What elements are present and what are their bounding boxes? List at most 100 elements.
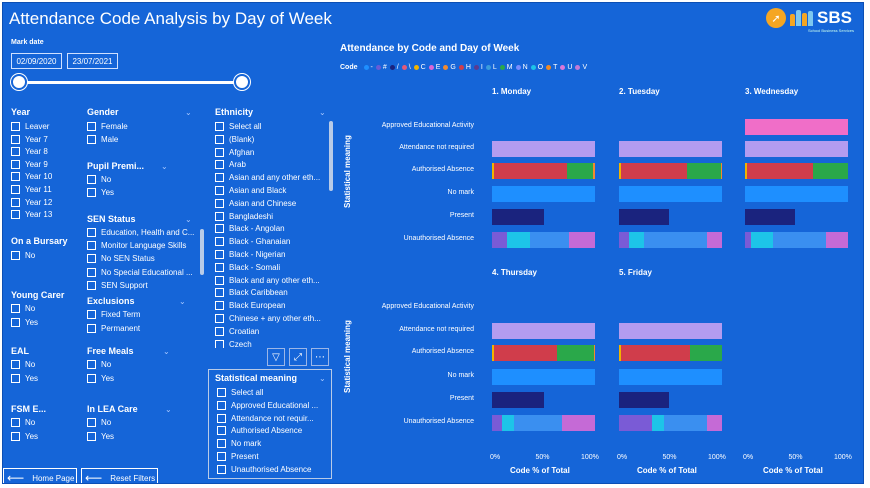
checkbox[interactable] bbox=[11, 360, 20, 369]
chevron-down-icon[interactable]: ⌄ bbox=[161, 162, 168, 171]
year-option[interactable]: Leaver bbox=[11, 122, 49, 131]
ethnicity-option[interactable]: Asian and Black bbox=[215, 186, 327, 195]
statistical-meaning-option[interactable]: Approved Educational ... bbox=[217, 400, 327, 410]
checkbox[interactable] bbox=[215, 147, 224, 157]
chevron-down-icon[interactable]: ⌄ bbox=[165, 405, 172, 414]
legend-entry[interactable]: L bbox=[485, 64, 497, 71]
legend-entry[interactable]: # bbox=[375, 64, 387, 71]
checkbox[interactable] bbox=[217, 388, 226, 397]
checkbox[interactable] bbox=[11, 122, 20, 131]
statistical-meaning-option[interactable]: No mark bbox=[217, 439, 327, 449]
chevron-down-icon[interactable]: ⌄ bbox=[185, 215, 192, 224]
ethnicity-option[interactable]: Select all bbox=[215, 122, 327, 131]
checkbox[interactable] bbox=[217, 400, 226, 410]
chevron-down-icon[interactable]: ⌄ bbox=[185, 108, 192, 117]
ethnicity-option[interactable]: Black Caribbean bbox=[215, 288, 327, 298]
checkbox[interactable] bbox=[215, 326, 224, 336]
ethnicity-option[interactable]: Arab bbox=[215, 160, 327, 170]
checkbox[interactable] bbox=[11, 185, 20, 194]
checkbox[interactable] bbox=[87, 228, 96, 237]
checkbox[interactable] bbox=[215, 275, 224, 285]
checkbox[interactable] bbox=[11, 304, 20, 313]
checkbox[interactable] bbox=[87, 175, 96, 184]
checkbox[interactable] bbox=[87, 418, 96, 427]
year-option[interactable]: Year 13 bbox=[11, 210, 52, 220]
checkbox[interactable] bbox=[11, 251, 20, 260]
checkbox[interactable] bbox=[215, 314, 224, 323]
legend-entry[interactable]: C bbox=[413, 64, 426, 71]
checkbox[interactable] bbox=[87, 431, 96, 441]
legend-entry[interactable]: E bbox=[428, 64, 440, 71]
statistical-meaning-option[interactable]: Authorised Absence bbox=[217, 426, 327, 436]
ethnicity-option[interactable]: Black and any other eth... bbox=[215, 275, 327, 285]
eal-option[interactable]: No bbox=[11, 360, 35, 369]
home-page-button[interactable]: ⟵ Home Page bbox=[3, 468, 77, 483]
legend-entry[interactable]: O bbox=[530, 64, 543, 71]
checkbox[interactable] bbox=[87, 267, 96, 277]
checkbox[interactable] bbox=[215, 339, 224, 348]
legend-entry[interactable]: M bbox=[499, 64, 513, 71]
checkbox[interactable] bbox=[215, 262, 224, 272]
gender-option[interactable]: Male bbox=[87, 135, 118, 144]
ethnicity-scrollbar[interactable] bbox=[329, 121, 333, 191]
pupil-premium-option[interactable]: No bbox=[87, 175, 111, 184]
checkbox[interactable] bbox=[87, 135, 96, 144]
focus-mode-icon[interactable]: ⤢ bbox=[289, 348, 307, 366]
checkbox[interactable] bbox=[87, 122, 96, 131]
ethnicity-option[interactable]: Asian and any other eth... bbox=[215, 173, 327, 183]
chevron-down-icon[interactable]: ⌄ bbox=[319, 108, 326, 117]
ethnicity-option[interactable]: Black - Ghanaian bbox=[215, 237, 327, 247]
ethnicity-option[interactable]: Black - Nigerian bbox=[215, 250, 327, 259]
young-carer-option[interactable]: Yes bbox=[11, 317, 38, 327]
date-slider-end-handle[interactable] bbox=[234, 74, 250, 90]
free-meals-option[interactable]: No bbox=[87, 360, 111, 369]
checkbox[interactable] bbox=[11, 147, 20, 157]
checkbox[interactable] bbox=[87, 241, 96, 251]
checkbox[interactable] bbox=[215, 186, 224, 195]
fsm-option[interactable]: No bbox=[11, 418, 35, 427]
reset-filters-button[interactable]: ⟵ Reset Filters bbox=[81, 468, 158, 483]
pupil-premium-option[interactable]: Yes bbox=[87, 188, 114, 197]
lea-care-option[interactable]: No bbox=[87, 418, 111, 427]
sen-option[interactable]: No Special Educational ... bbox=[87, 267, 199, 277]
ethnicity-option[interactable]: Bangladeshi bbox=[215, 211, 327, 221]
ethnicity-option[interactable]: Chinese + any other eth... bbox=[215, 314, 327, 323]
sen-option[interactable]: Education, Health and C... bbox=[87, 228, 199, 237]
checkbox[interactable] bbox=[11, 418, 20, 427]
free-meals-option[interactable]: Yes bbox=[87, 373, 114, 383]
sen-option[interactable]: Monitor Language Skills bbox=[87, 241, 199, 251]
statistical-meaning-option[interactable]: Present bbox=[217, 452, 327, 461]
sen-option[interactable]: No SEN Status bbox=[87, 254, 199, 264]
eal-option[interactable]: Yes bbox=[11, 373, 38, 383]
ethnicity-option[interactable]: Afghan bbox=[215, 147, 327, 157]
ethnicity-option[interactable]: (Blank) bbox=[215, 134, 327, 144]
legend-entry[interactable]: N bbox=[515, 64, 528, 71]
exclusions-option[interactable]: Permanent bbox=[87, 323, 140, 333]
ethnicity-option[interactable]: Black European bbox=[215, 301, 327, 311]
checkbox[interactable] bbox=[215, 122, 224, 131]
ethnicity-option[interactable]: Croatian bbox=[215, 326, 327, 336]
sen-scrollbar[interactable] bbox=[200, 229, 204, 275]
legend-entry[interactable]: - bbox=[363, 64, 373, 71]
checkbox[interactable] bbox=[11, 210, 20, 220]
statistical-meaning-option[interactable]: Select all bbox=[217, 388, 327, 397]
ethnicity-option[interactable]: Black - Angolan bbox=[215, 224, 327, 234]
checkbox[interactable] bbox=[87, 254, 96, 264]
checkbox[interactable] bbox=[217, 452, 226, 461]
ethnicity-option[interactable]: Black - Somali bbox=[215, 262, 327, 272]
checkbox[interactable] bbox=[215, 134, 224, 144]
fsm-option[interactable]: Yes bbox=[11, 431, 38, 441]
chevron-down-icon[interactable]: ⌄ bbox=[319, 374, 326, 383]
checkbox[interactable] bbox=[217, 439, 226, 449]
legend-entry[interactable]: G bbox=[443, 64, 456, 71]
legend-entry[interactable]: T bbox=[546, 64, 557, 71]
statistical-meaning-option[interactable]: Attendance not requir... bbox=[217, 413, 327, 423]
date-slider-start-handle[interactable] bbox=[11, 74, 27, 90]
young-carer-option[interactable]: No bbox=[11, 304, 35, 313]
checkbox[interactable] bbox=[87, 373, 96, 383]
exclusions-option[interactable]: Fixed Term bbox=[87, 310, 140, 319]
ethnicity-option[interactable]: Czech bbox=[215, 339, 327, 348]
ethnicity-option[interactable]: Asian and Chinese bbox=[215, 198, 327, 208]
chevron-down-icon[interactable]: ⌄ bbox=[163, 347, 170, 356]
year-option[interactable]: Year 7 bbox=[11, 134, 48, 144]
